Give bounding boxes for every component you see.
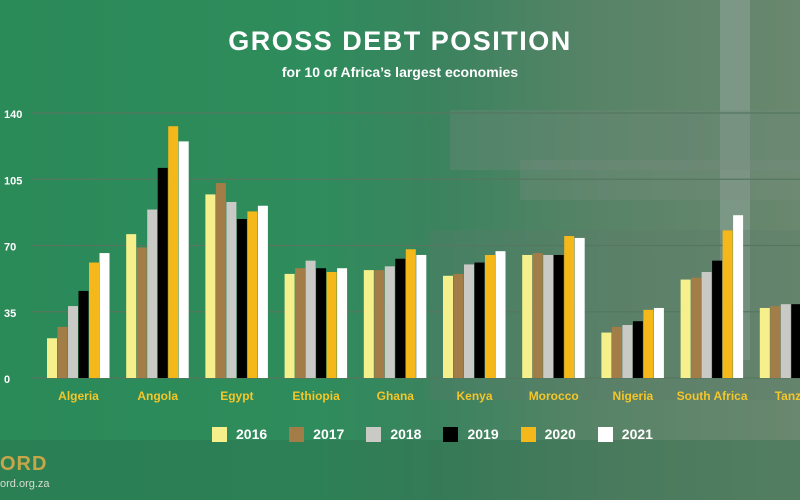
legend-item-2021: 2021 bbox=[597, 426, 653, 442]
bar-nigeria-2016 bbox=[601, 332, 612, 378]
x-category-label: Ghana bbox=[377, 389, 415, 403]
bar-ghana-2021 bbox=[416, 254, 427, 378]
legend-label: 2019 bbox=[467, 426, 499, 442]
bar-egypt-2016 bbox=[205, 194, 216, 378]
bar-ghana-2019 bbox=[395, 258, 406, 378]
legend-label: 2018 bbox=[390, 426, 422, 442]
y-tick-label: 0 bbox=[4, 374, 10, 386]
bar-tanzania-2018 bbox=[780, 304, 791, 378]
bar-ethiopia-2017 bbox=[295, 268, 306, 378]
bar-algeria-2021 bbox=[99, 253, 110, 378]
bar-morocco-2016 bbox=[522, 254, 533, 378]
legend-label: 2020 bbox=[544, 426, 576, 442]
bar-nigeria-2018 bbox=[622, 325, 633, 378]
bar-ghana-2020 bbox=[405, 249, 416, 378]
bar-ethiopia-2019 bbox=[316, 268, 327, 378]
x-category-label: Algeria bbox=[58, 389, 99, 403]
legend-swatch bbox=[597, 426, 613, 442]
x-category-label: Egypt bbox=[220, 389, 253, 403]
legend-item-2019: 2019 bbox=[443, 426, 499, 442]
bar-ethiopia-2020 bbox=[326, 272, 337, 378]
bar-south-africa-2017 bbox=[691, 277, 702, 378]
bar-kenya-2018 bbox=[464, 264, 474, 378]
bar-south-africa-2019 bbox=[712, 260, 723, 378]
y-tick-label: 105 bbox=[4, 175, 22, 187]
bar-angola-2019 bbox=[157, 167, 168, 378]
bar-angola-2020 bbox=[168, 126, 179, 378]
legend-label: 2017 bbox=[313, 426, 345, 442]
bar-south-africa-2018 bbox=[701, 272, 712, 378]
bar-tanzania-2017 bbox=[770, 306, 781, 378]
x-category-label: Ethiopia bbox=[292, 389, 340, 403]
bar-morocco-2018 bbox=[543, 254, 554, 378]
y-tick-label: 35 bbox=[4, 308, 16, 320]
chart-subtitle: for 10 of Africa’s largest economies bbox=[281, 64, 519, 80]
bar-angola-2016 bbox=[126, 234, 137, 378]
bar-kenya-2021 bbox=[495, 251, 506, 378]
bar-kenya-2016 bbox=[443, 275, 453, 378]
x-category-label: Kenya bbox=[456, 389, 492, 403]
bar-tanzania-2019 bbox=[791, 304, 800, 378]
bar-ethiopia-2018 bbox=[305, 260, 316, 378]
bar-south-africa-2016 bbox=[680, 279, 691, 378]
legend-swatch bbox=[443, 426, 459, 442]
bar-egypt-2020 bbox=[247, 211, 258, 378]
x-category-label: Nigeria bbox=[613, 389, 654, 403]
brand-logo: ORD bbox=[0, 453, 48, 475]
bar-chart: 0 35 70 105 140 Algeria Angola Egypt Ethiopia Gha… bbox=[4, 109, 800, 403]
bar-ghana-2017 bbox=[374, 270, 385, 378]
x-category-label: Morocco bbox=[529, 389, 579, 403]
bar-ghana-2016 bbox=[363, 270, 374, 378]
x-category-label: Tanza bbox=[775, 389, 800, 403]
legend-label: 2021 bbox=[621, 426, 653, 442]
chart-legend: 2016 2017 2018 2019 2020 2021 bbox=[212, 425, 675, 443]
y-tick-label: 70 bbox=[4, 242, 16, 254]
bar-kenya-2017 bbox=[453, 273, 464, 378]
bar-morocco-2019 bbox=[553, 254, 564, 378]
legend-item-2018: 2018 bbox=[366, 426, 421, 442]
bar-ethiopia-2021 bbox=[337, 268, 348, 378]
bar-egypt-2018 bbox=[226, 201, 237, 378]
bar-tanzania-2016 bbox=[759, 307, 770, 378]
bar-south-africa-2021 bbox=[733, 215, 744, 378]
bar-nigeria-2017 bbox=[611, 326, 622, 378]
bar-ethiopia-2016 bbox=[284, 273, 295, 378]
legend-swatch bbox=[289, 426, 305, 442]
y-tick-label: 140 bbox=[4, 109, 22, 121]
bar-algeria-2019 bbox=[78, 290, 89, 378]
bar-angola-2017 bbox=[136, 247, 147, 378]
bar-ghana-2018 bbox=[384, 266, 395, 378]
chart-title: GROSS DEBT POSITION bbox=[228, 26, 572, 56]
legend-item-2017: 2017 bbox=[289, 426, 344, 442]
bar-algeria-2020 bbox=[89, 262, 99, 378]
legend-item-2016: 2016 bbox=[212, 426, 267, 442]
bar-morocco-2020 bbox=[564, 236, 575, 378]
bar-south-africa-2020 bbox=[722, 230, 733, 378]
legend-swatch bbox=[212, 426, 227, 442]
bar-angola-2018 bbox=[147, 209, 158, 378]
bar-algeria-2016 bbox=[47, 338, 57, 378]
bar-morocco-2021 bbox=[574, 237, 585, 378]
bar-egypt-2017 bbox=[215, 183, 226, 378]
bar-algeria-2017 bbox=[57, 326, 68, 378]
legend-item-2020: 2020 bbox=[520, 426, 576, 442]
bar-kenya-2020 bbox=[485, 254, 495, 378]
bar-morocco-2017 bbox=[532, 253, 543, 378]
brand-url: ord.org.za bbox=[0, 478, 50, 490]
bar-nigeria-2019 bbox=[632, 321, 643, 378]
x-category-label: South Africa bbox=[677, 389, 748, 403]
bar-egypt-2021 bbox=[257, 205, 268, 378]
bar-nigeria-2021 bbox=[653, 307, 664, 378]
bar-nigeria-2020 bbox=[643, 309, 654, 378]
bar-egypt-2019 bbox=[236, 219, 247, 378]
legend-label: 2016 bbox=[236, 426, 268, 442]
x-category-label: Angola bbox=[137, 389, 178, 403]
bar-kenya-2019 bbox=[474, 262, 485, 378]
legend-swatch bbox=[520, 426, 536, 442]
bar-algeria-2018 bbox=[68, 306, 78, 378]
legend-swatch bbox=[366, 426, 382, 442]
bar-angola-2021 bbox=[178, 141, 189, 378]
